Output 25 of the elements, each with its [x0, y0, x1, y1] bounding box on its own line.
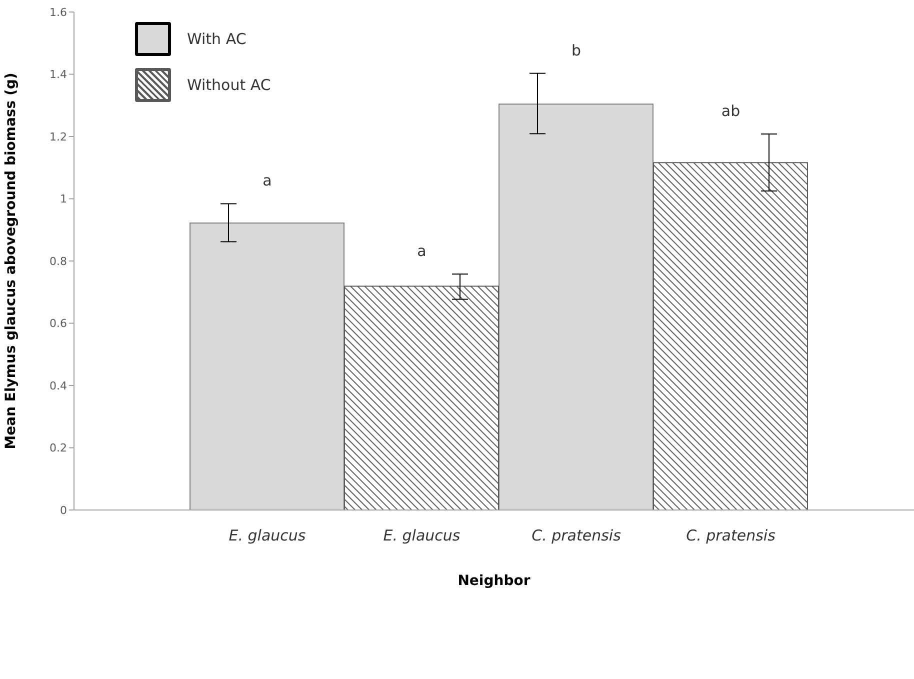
legend-label: Without AC — [187, 76, 271, 94]
annotation: a — [417, 242, 426, 260]
y-tick-label: 1.2 — [50, 130, 67, 144]
x-axis-title: Neighbor — [458, 573, 530, 589]
legend-label: With AC — [187, 30, 246, 48]
bar — [498, 104, 654, 510]
x-tick-label: C. pratensis — [686, 526, 776, 545]
bar — [344, 286, 499, 510]
annotation: a — [262, 172, 272, 190]
y-tick-label: 0.8 — [50, 254, 67, 268]
y-tick-label: 0 — [60, 504, 67, 517]
y-tick-label: 0.6 — [50, 317, 67, 330]
y-tick-label: 0.2 — [50, 442, 67, 455]
x-tick-label: E. glaucus — [228, 526, 306, 545]
y-tick-label: 1.4 — [50, 68, 67, 82]
bar — [190, 222, 344, 510]
y-axis-title: Mean Elymus glaucus aboveground biomass (g) — [2, 72, 19, 450]
x-tick-label: E. glaucus — [383, 526, 460, 545]
annotation: b — [571, 41, 582, 60]
y-tick-label: 1 — [60, 192, 67, 206]
annotation: ab — [721, 102, 740, 120]
x-tick-label: C. pratensis — [532, 526, 622, 545]
y-tick-label: 1.6 — [50, 6, 67, 19]
bar — [653, 162, 808, 510]
y-tick-label: 0.4 — [50, 379, 67, 392]
